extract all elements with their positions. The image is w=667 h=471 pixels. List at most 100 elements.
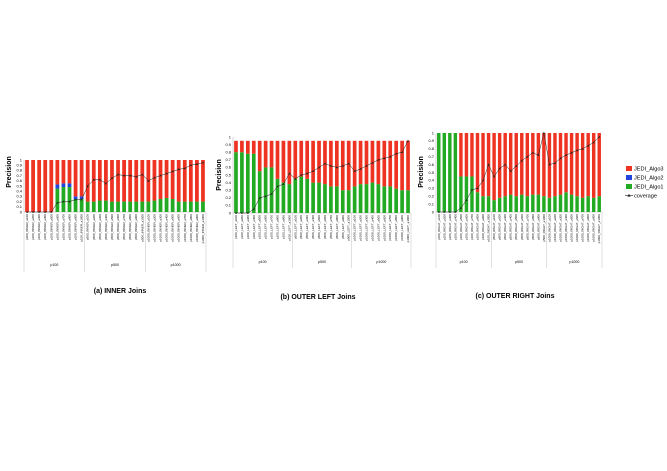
coverage-point [481, 179, 485, 182]
bar-segment-jedi-algo3 [317, 140, 321, 183]
x-tick-label: p100_INNER_a700 [61, 214, 65, 240]
x-tick-label: p1000_INNER_a800 [189, 214, 193, 242]
x-tick-label: p100_RIGHT_a1000 [487, 214, 491, 242]
bar-segment-jedi-algo1 [514, 196, 518, 212]
x-tick-label: p1000_INNER_a500 [171, 214, 175, 242]
x-tick-label: p1000_LEFT_a200 [359, 215, 363, 241]
bar-segment-jedi-algo1 [352, 186, 357, 213]
x-tick-label: p500_INNER_a700 [122, 214, 126, 240]
group-label: p1000 [171, 263, 181, 267]
coverage-point [598, 135, 601, 138]
bar-segment-jedi-algo1 [394, 188, 399, 213]
x-tick-label: p1000_LEFT_a700 [388, 215, 392, 241]
y-tick-label: 0.6 [16, 178, 22, 183]
bar-segment-jedi-algo1 [275, 178, 280, 213]
bar-segment-jedi-algo2 [73, 196, 78, 199]
bar-segment-jedi-algo3 [406, 140, 410, 191]
y-tick-label: 0.9 [16, 163, 22, 168]
coverage-point [347, 162, 350, 165]
bar-segment-jedi-algo3 [240, 140, 244, 153]
bar-segment-jedi-algo1 [329, 186, 333, 213]
legend-marker-coverage [627, 193, 631, 197]
coverage-point [74, 198, 77, 201]
x-tick-label: p1000_RIGHT_a100 [547, 214, 551, 242]
bar-segment-jedi-algo3 [508, 133, 513, 195]
x-tick-label: p1000_LEFT_a100 [353, 215, 357, 241]
x-tick-label: p100_LEFT_a1000 [287, 215, 291, 241]
x-tick-label: p1000_RIGHT_a800 [586, 214, 590, 242]
y-axis-label: Precision [6, 156, 13, 188]
y-tick-label: 0.2 [16, 199, 22, 204]
coverage-point [189, 164, 192, 166]
x-tick-label: p500_LEFT_a900 [341, 215, 345, 239]
x-tick-label: p100_INNER_a600 [55, 214, 59, 240]
y-tick-label: 1 [432, 130, 435, 135]
coverage-point [56, 201, 59, 204]
bar-segment-jedi-algo1 [406, 190, 410, 213]
coverage-point [377, 158, 380, 161]
bar-segment-jedi-algo1 [97, 200, 102, 212]
bar-segment-jedi-algo3 [536, 133, 541, 195]
bar-segment-jedi-algo1 [503, 196, 507, 212]
legend-swatch-algo3 [626, 166, 632, 171]
bar-segment-jedi-algo1 [531, 194, 535, 212]
coverage-point [520, 159, 523, 162]
bar-segment-jedi-algo1 [580, 197, 585, 212]
y-tick-label: 1 [20, 157, 23, 162]
y-tick-label: 0.3 [16, 194, 22, 199]
x-tick-label: p1000_RIGHT_a700 [581, 214, 585, 242]
coverage-point [86, 184, 89, 187]
bar-segment-jedi-algo1 [79, 199, 84, 212]
x-tick-label: p100_LEFT_a600 [264, 215, 268, 239]
y-tick-label: 0.2 [225, 195, 231, 200]
bar-segment-jedi-algo3 [140, 160, 145, 202]
panel-title: (c) OUTER RIGHT Joins [476, 293, 555, 300]
bar-segment-jedi-algo3 [553, 133, 557, 197]
coverage-point [537, 153, 540, 156]
x-tick-label: p1000_RIGHT_a200 [553, 214, 557, 242]
bar-segment-jedi-algo3 [182, 160, 187, 202]
bar-segment-jedi-algo3 [164, 160, 169, 198]
bar-segment-jedi-algo1 [55, 188, 60, 212]
coverage-point [135, 175, 138, 178]
x-tick-label: p100_LEFT_a800 [276, 215, 280, 239]
bar-segment-jedi-algo1 [134, 201, 139, 212]
bar-segment-jedi-algo3 [287, 140, 292, 185]
coverage-point [487, 163, 490, 166]
x-tick-label: p1000_INNER_a900 [195, 214, 199, 242]
coverage-point [264, 195, 267, 198]
bar-segment-jedi-algo3 [293, 140, 298, 179]
bar-segment-jedi-algo3 [388, 140, 393, 187]
coverage-point [353, 170, 356, 172]
panel-outer-left-joins: Precision (b) OUTER LEFT Joins 0 0.1 0.2 0.… [216, 134, 412, 301]
bar-segment-jedi-algo3 [281, 140, 286, 183]
y-tick-label: 0 [432, 209, 435, 214]
bar-segment-jedi-algo3 [251, 140, 256, 154]
bar-segment-jedi-algo1 [481, 196, 485, 212]
bar-segment-jedi-algo1 [128, 201, 133, 212]
bar-segment-jedi-algo3 [358, 140, 363, 185]
bar-segment-jedi-algo3 [73, 160, 78, 197]
bar-segment-jedi-algo1 [370, 182, 375, 213]
bar-segment-jedi-algo1 [520, 194, 524, 212]
x-tick-label: p100_LEFT_a400 [252, 215, 256, 239]
group-label: p500 [318, 260, 326, 264]
bar-segment-jedi-algo3 [558, 133, 563, 195]
y-tick-label: 0.3 [225, 188, 231, 193]
coverage-point [531, 151, 534, 154]
x-tick-label: p100_INNER_a300 [37, 214, 41, 240]
bar-segment-jedi-algo1 [287, 184, 292, 213]
x-tick-label: p500_RIGHT_a600 [520, 214, 524, 240]
coverage-point [153, 176, 156, 179]
y-tick-label: 0.4 [16, 189, 22, 194]
coverage-point [80, 198, 83, 201]
coverage-point [195, 162, 198, 165]
coverage-point [564, 153, 568, 156]
panel-title: (b) OUTER LEFT Joins [280, 294, 355, 301]
bar-segment-jedi-algo3 [299, 140, 304, 177]
x-tick-label: p100_RIGHT_a300 [448, 214, 452, 240]
x-tick-label: p500_RIGHT_a200 [498, 214, 502, 240]
coverage-point [62, 200, 65, 203]
bar-segment-jedi-algo3 [188, 160, 193, 202]
coverage-point [306, 172, 309, 175]
